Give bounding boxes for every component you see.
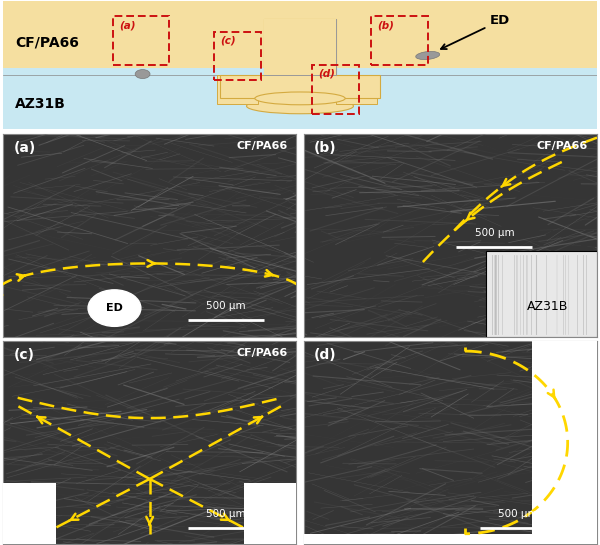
Text: (d): (d) <box>318 69 335 79</box>
Text: ED: ED <box>441 14 511 49</box>
Bar <box>259 75 341 106</box>
Bar <box>3 483 56 544</box>
Text: CF/PA66: CF/PA66 <box>537 348 588 358</box>
Bar <box>113 16 169 65</box>
Text: CF/PA66: CF/PA66 <box>236 141 287 150</box>
Ellipse shape <box>255 92 345 105</box>
Bar <box>3 1 597 75</box>
Text: AZ31B: AZ31B <box>526 300 568 313</box>
Text: 500 μm: 500 μm <box>206 508 246 518</box>
Bar <box>265 19 335 75</box>
Bar <box>244 483 296 544</box>
Bar <box>485 251 597 336</box>
Text: (c): (c) <box>13 348 34 362</box>
Bar <box>532 341 597 544</box>
Text: 500 μm: 500 μm <box>498 508 538 518</box>
Bar <box>312 65 359 114</box>
Polygon shape <box>220 19 380 99</box>
Ellipse shape <box>416 51 440 59</box>
Text: (b): (b) <box>314 141 337 155</box>
Text: AZ31B: AZ31B <box>15 96 66 111</box>
Bar <box>265 19 335 75</box>
Bar <box>371 16 428 65</box>
Text: 500 μm: 500 μm <box>206 301 246 311</box>
Bar <box>3 68 597 129</box>
Text: CF/PA66: CF/PA66 <box>537 141 588 150</box>
Text: 500 μm: 500 μm <box>475 228 514 238</box>
Ellipse shape <box>247 99 353 114</box>
Text: (b): (b) <box>377 20 394 31</box>
Ellipse shape <box>135 70 150 78</box>
Bar <box>214 32 262 81</box>
Text: (c): (c) <box>220 35 235 46</box>
Text: (a): (a) <box>13 141 35 155</box>
FancyBboxPatch shape <box>217 75 259 104</box>
Bar <box>304 534 597 544</box>
Text: CF/PA66: CF/PA66 <box>15 35 79 49</box>
Text: (d): (d) <box>314 348 337 362</box>
Text: CF/PA66: CF/PA66 <box>236 348 287 358</box>
Text: (a): (a) <box>119 20 136 31</box>
FancyBboxPatch shape <box>335 75 377 104</box>
Circle shape <box>88 290 141 326</box>
Text: ED: ED <box>106 303 123 313</box>
